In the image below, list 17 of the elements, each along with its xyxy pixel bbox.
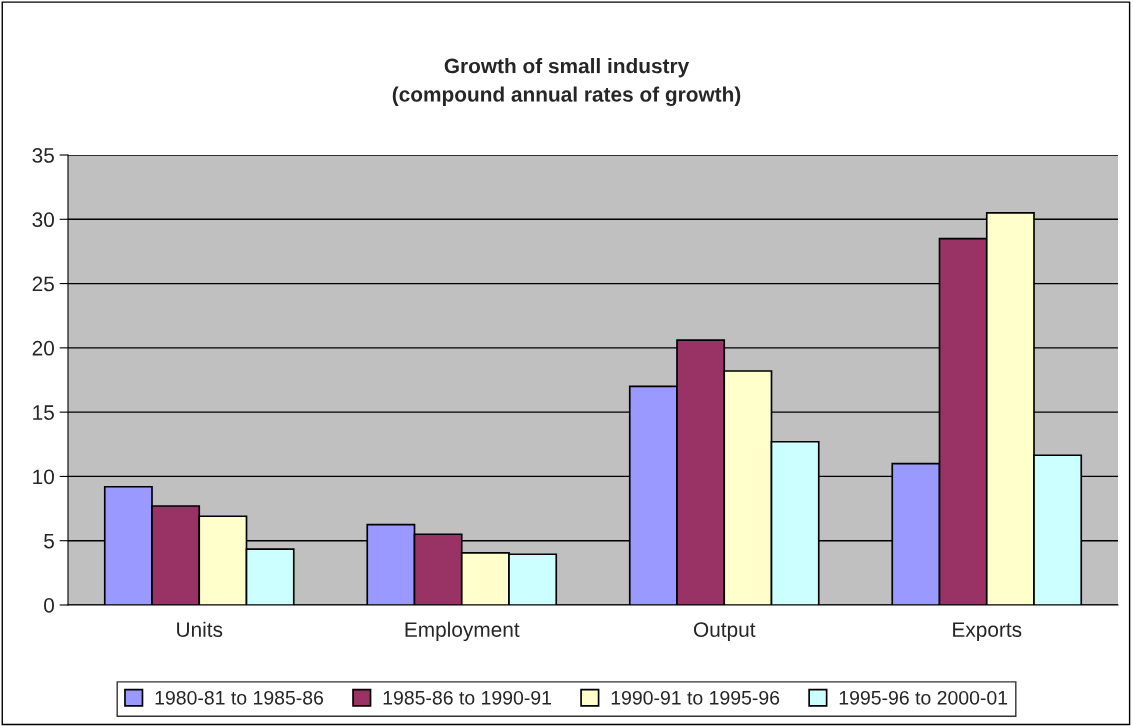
chart-title: Growth of small industry (compound annual rates of growth): [392, 58, 741, 106]
x-tick-label: Units: [177, 621, 223, 637]
y-tick-label: 25: [32, 276, 54, 292]
x-tick-label: Exports: [953, 622, 1022, 642]
legend-label: 1995-96 to 2000-01: [839, 690, 1008, 705]
x-tick-label: Output: [693, 622, 756, 642]
y-tick-label: 10: [33, 469, 54, 485]
y-tick-label: 15: [33, 405, 54, 420]
y-tick-label: 35: [32, 148, 54, 163]
y-tick-label: 0: [44, 598, 54, 613]
y-tick-label: 5: [44, 533, 54, 549]
legend-label: 1990-91 to 1995-96: [611, 690, 780, 705]
legend-label: 1980-81 to 1985-86: [155, 690, 324, 705]
y-tick-label: 30: [32, 212, 54, 228]
legend-label: 1985-86 to 1990-91: [383, 690, 551, 705]
y-tick-label: 20: [32, 340, 54, 356]
x-tick-label: Employment: [405, 621, 520, 642]
